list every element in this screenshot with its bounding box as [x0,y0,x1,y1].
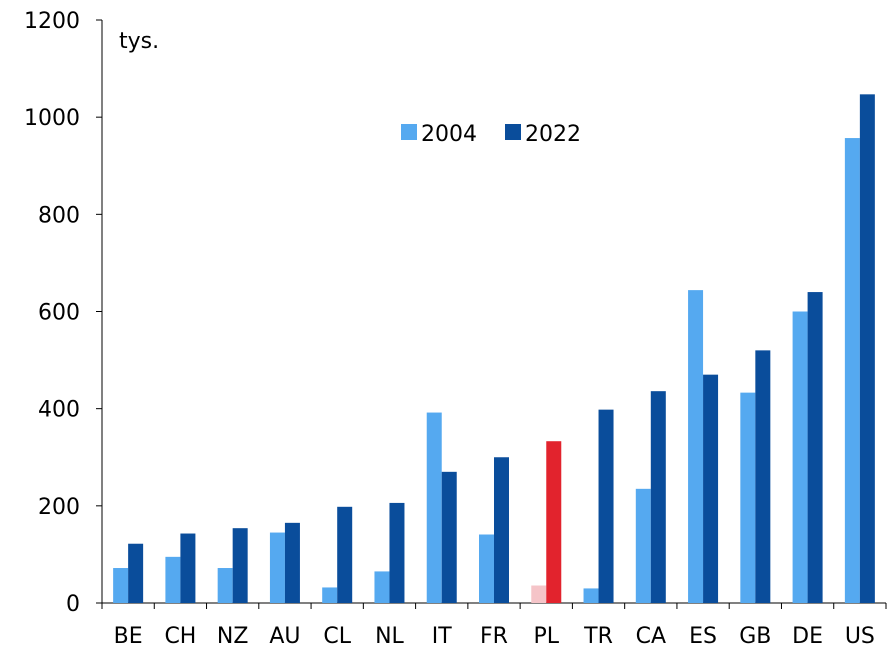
bar-tr-2022 [598,409,614,603]
bar-ch-2004 [165,556,181,603]
bar-pl-2022 [546,441,562,603]
bar-it-2004 [426,412,442,603]
x-tick-label: CL [323,624,351,647]
bar-it-2022 [441,471,457,603]
y-tick-label: 400 [38,398,80,423]
bar-ca-2004 [635,488,651,603]
bar-be-2004 [113,568,129,603]
bar-us-2004 [844,138,860,603]
bars [113,94,875,604]
bar-gb-2004 [740,392,756,603]
bar-au-2022 [284,522,300,603]
y-tick-label: 1200 [24,9,80,34]
x-ticks: BE CH NZ AU CL NL IT FR PL TR CA ES GB DE US [101,603,887,647]
legend-label-2004: 2004 [421,122,477,147]
y-unit-label: tys. [119,29,159,54]
x-tick-label: GB [739,624,771,647]
bar-es-2022 [703,374,719,603]
x-tick-label: AU [269,624,300,647]
x-tick-label: BE [114,624,143,647]
bar-nl-2022 [389,502,405,603]
bar-be-2022 [128,543,144,603]
bar-de-2022 [807,292,823,603]
x-tick-label: NZ [217,624,249,647]
y-tick-label: 800 [38,203,80,228]
bar-nl-2004 [374,571,390,603]
x-tick-label: CA [636,624,666,647]
bar-ch-2022 [180,533,196,603]
x-tick-label: ES [689,624,717,647]
x-tick-label: DE [792,624,823,647]
bar-de-2004 [792,311,808,603]
x-tick-label: NL [375,624,404,647]
bar-fr-2004 [479,534,494,603]
bar-us-2022 [859,94,875,604]
y-ticks: 0 200 400 600 800 1000 1200 [24,9,102,617]
y-tick-label: 600 [38,301,80,326]
bar-nz-2022 [232,528,248,603]
bar-gb-2022 [755,350,771,603]
legend-swatch-2022 [505,124,521,140]
bar-fr-2022 [494,457,509,603]
legend: 2004 2022 [401,122,581,147]
y-tick-label: 200 [38,495,80,520]
x-tick-label: CH [164,624,196,647]
bar-pl-2004 [531,585,547,603]
bar-cl-2022 [337,506,353,603]
bar-nz-2004 [217,568,233,603]
bar-cl-2004 [322,587,338,603]
x-tick-label: PL [534,624,560,647]
x-tick-label: US [845,624,875,647]
bar-au-2004 [269,532,285,603]
x-tick-label: TR [583,624,613,647]
y-tick-label: 1000 [24,106,80,131]
legend-label-2022: 2022 [525,122,581,147]
bar-ca-2022 [650,391,666,603]
x-tick-label: IT [432,624,452,647]
y-tick-label: 0 [66,592,80,617]
legend-swatch-2004 [401,124,417,140]
bar-es-2004 [688,290,704,603]
bar-tr-2004 [583,588,599,603]
x-tick-label: FR [480,624,508,647]
